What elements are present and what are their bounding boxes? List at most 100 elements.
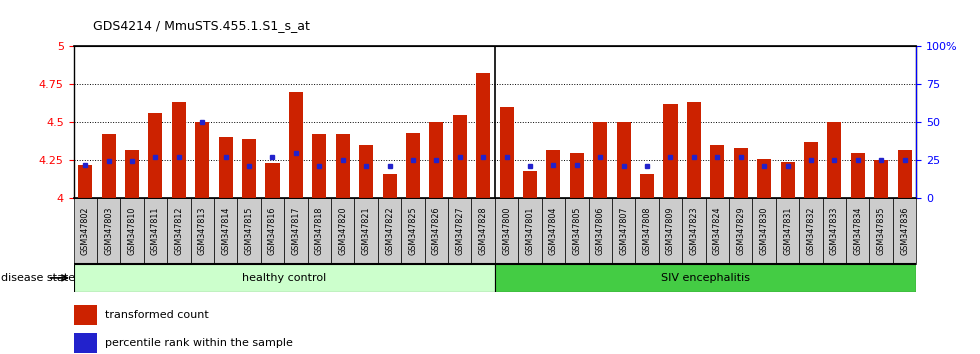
- Bar: [523, 171, 537, 198]
- Text: GSM347810: GSM347810: [127, 207, 136, 255]
- Bar: [214, 198, 237, 264]
- Bar: [168, 198, 190, 264]
- Bar: [448, 198, 471, 264]
- Bar: [74, 333, 97, 353]
- Text: transformed count: transformed count: [105, 310, 209, 320]
- Bar: [659, 198, 682, 264]
- Text: GSM347809: GSM347809: [666, 207, 675, 255]
- Bar: [102, 134, 116, 198]
- Bar: [336, 134, 350, 198]
- Bar: [495, 198, 518, 264]
- Bar: [612, 198, 635, 264]
- Text: GSM347816: GSM347816: [268, 207, 277, 255]
- Bar: [569, 153, 584, 198]
- Bar: [827, 122, 842, 198]
- Bar: [355, 198, 378, 264]
- Text: GSM347807: GSM347807: [619, 207, 628, 255]
- Bar: [78, 165, 92, 198]
- Bar: [729, 198, 753, 264]
- Bar: [429, 122, 443, 198]
- Text: GSM347822: GSM347822: [385, 207, 394, 255]
- Bar: [589, 198, 612, 264]
- Bar: [172, 102, 186, 198]
- Bar: [780, 162, 795, 198]
- Bar: [471, 198, 495, 264]
- Bar: [219, 137, 232, 198]
- Bar: [710, 145, 724, 198]
- Bar: [495, 264, 916, 292]
- Bar: [500, 107, 514, 198]
- Text: GSM347823: GSM347823: [689, 207, 699, 255]
- Text: GSM347805: GSM347805: [572, 207, 581, 255]
- Bar: [869, 198, 893, 264]
- Bar: [148, 113, 163, 198]
- Bar: [663, 104, 677, 198]
- Bar: [542, 198, 565, 264]
- Bar: [424, 198, 448, 264]
- Bar: [308, 198, 331, 264]
- Text: GSM347829: GSM347829: [736, 207, 745, 255]
- Bar: [640, 174, 654, 198]
- Bar: [453, 115, 466, 198]
- Text: GSM347806: GSM347806: [596, 207, 605, 255]
- Text: GSM347801: GSM347801: [525, 207, 534, 255]
- Text: GSM347826: GSM347826: [432, 207, 441, 255]
- Bar: [313, 134, 326, 198]
- Bar: [190, 198, 214, 264]
- Bar: [125, 149, 139, 198]
- Text: GSM347812: GSM347812: [174, 207, 183, 255]
- Text: GSM347808: GSM347808: [643, 207, 652, 255]
- Bar: [74, 264, 495, 292]
- Bar: [518, 198, 542, 264]
- Bar: [144, 198, 168, 264]
- Bar: [804, 142, 818, 198]
- Bar: [822, 198, 846, 264]
- Bar: [121, 198, 144, 264]
- Bar: [682, 198, 706, 264]
- Text: GSM347832: GSM347832: [807, 207, 815, 255]
- Bar: [382, 174, 397, 198]
- Text: GSM347821: GSM347821: [362, 207, 370, 255]
- Bar: [242, 139, 256, 198]
- Bar: [359, 145, 373, 198]
- Text: GSM347827: GSM347827: [456, 207, 465, 255]
- Bar: [237, 198, 261, 264]
- Bar: [846, 198, 869, 264]
- Bar: [565, 198, 589, 264]
- Bar: [476, 73, 490, 198]
- Text: GSM347820: GSM347820: [338, 207, 347, 255]
- Bar: [284, 198, 308, 264]
- Text: GSM347803: GSM347803: [104, 207, 113, 255]
- Bar: [74, 305, 97, 325]
- Bar: [616, 122, 631, 198]
- Bar: [851, 153, 864, 198]
- Text: GSM347813: GSM347813: [198, 207, 207, 255]
- Bar: [406, 133, 420, 198]
- Text: GSM347811: GSM347811: [151, 207, 160, 255]
- Text: GSM347831: GSM347831: [783, 207, 792, 255]
- Text: GSM347836: GSM347836: [900, 207, 909, 255]
- Text: GSM347830: GSM347830: [760, 207, 768, 255]
- Bar: [74, 198, 97, 264]
- Text: SIV encephalitis: SIV encephalitis: [662, 273, 750, 283]
- Bar: [753, 198, 776, 264]
- Text: GSM347833: GSM347833: [830, 207, 839, 255]
- Bar: [97, 198, 121, 264]
- Text: GSM347815: GSM347815: [245, 207, 254, 255]
- Bar: [758, 159, 771, 198]
- Text: percentile rank within the sample: percentile rank within the sample: [105, 338, 293, 348]
- Bar: [289, 92, 303, 198]
- Bar: [593, 122, 608, 198]
- Text: GSM347817: GSM347817: [291, 207, 301, 255]
- Text: GSM347824: GSM347824: [712, 207, 722, 255]
- Text: GDS4214 / MmuSTS.455.1.S1_s_at: GDS4214 / MmuSTS.455.1.S1_s_at: [93, 19, 310, 32]
- Text: GSM347835: GSM347835: [877, 207, 886, 255]
- Bar: [401, 198, 424, 264]
- Text: GSM347802: GSM347802: [80, 207, 90, 255]
- Text: GSM347804: GSM347804: [549, 207, 558, 255]
- Bar: [266, 163, 279, 198]
- Bar: [261, 198, 284, 264]
- Text: GSM347818: GSM347818: [315, 207, 323, 255]
- Bar: [706, 198, 729, 264]
- Bar: [800, 198, 822, 264]
